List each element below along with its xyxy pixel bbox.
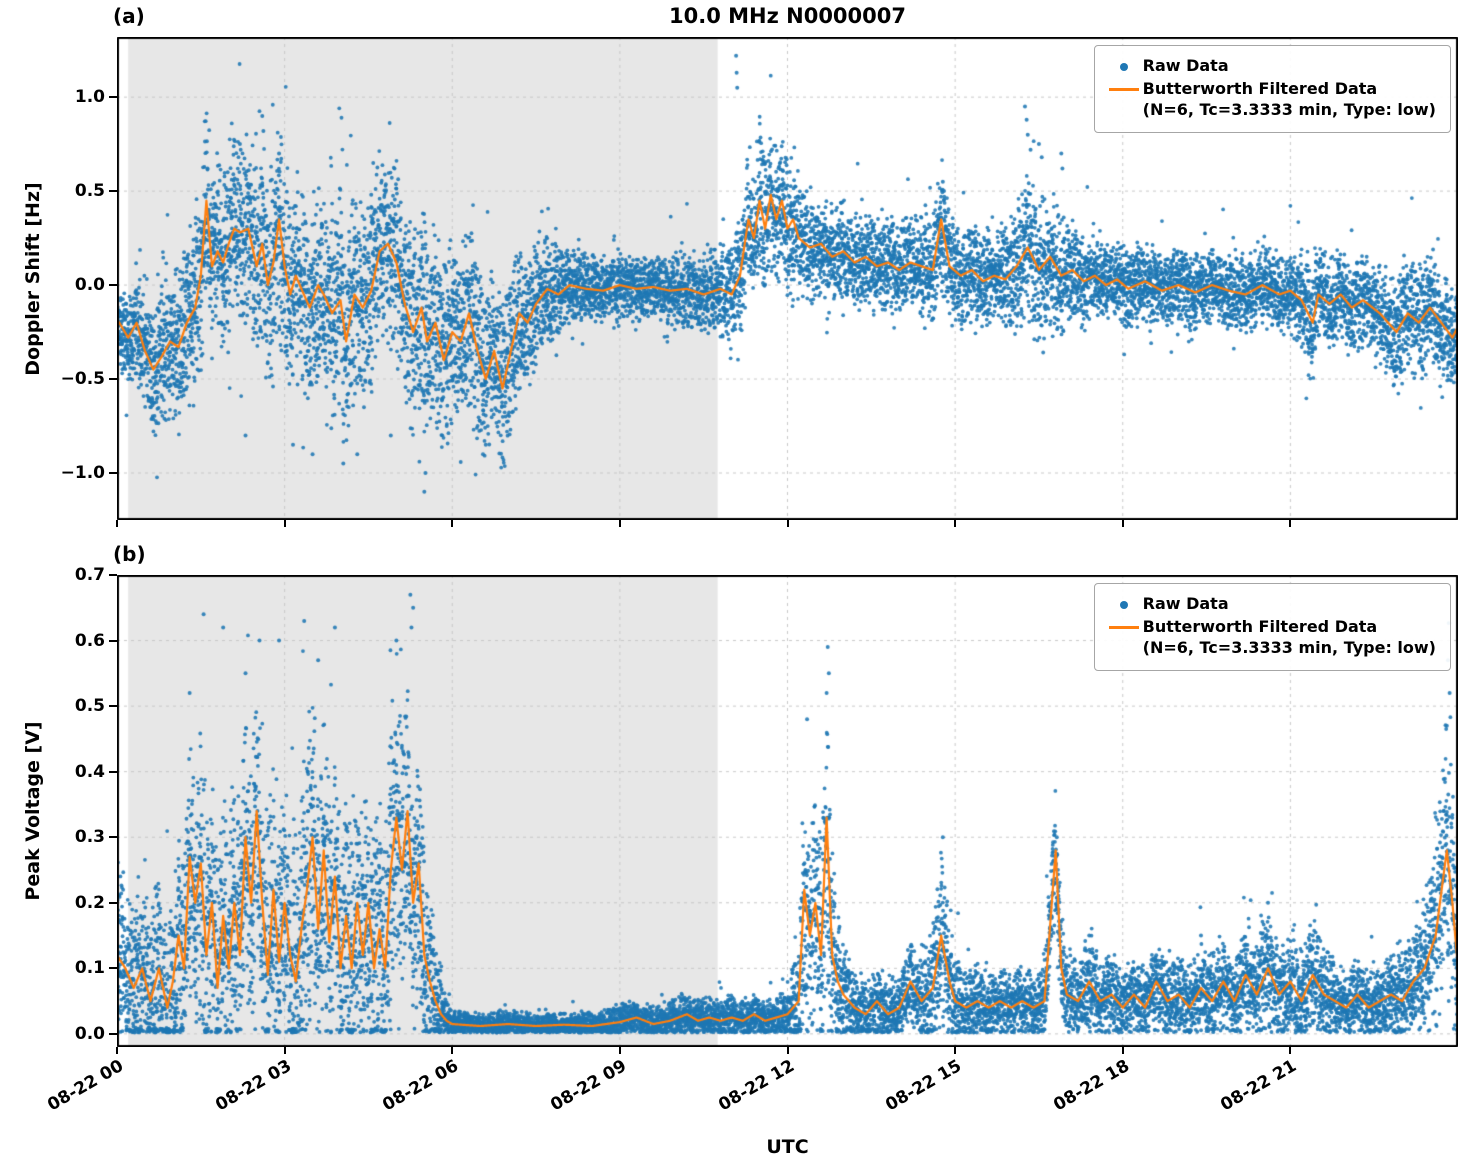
x-axis-label: UTC xyxy=(766,1136,809,1158)
x-tick-mark xyxy=(1289,520,1292,527)
legend-entry-raw-a: Raw Data xyxy=(1105,56,1436,77)
x-tick-mark xyxy=(618,520,621,527)
y-tick-label: 0.0 xyxy=(74,275,105,296)
legend-raw-label: Raw Data xyxy=(1142,56,1229,75)
y-tick-label: 0.3 xyxy=(74,827,105,848)
x-tick-mark xyxy=(786,520,789,527)
filtered-line-icon xyxy=(1105,79,1143,100)
chart-title: 10.0 MHz N0000007 xyxy=(669,4,906,28)
filtered-line-icon xyxy=(1105,617,1143,638)
y-tick-mark xyxy=(109,472,117,474)
x-tick-label: 08-22 21 xyxy=(1217,1056,1301,1116)
y-tick-label: −1.0 xyxy=(60,463,105,483)
y-tick-mark xyxy=(109,901,117,904)
x-tick-label: 08-22 06 xyxy=(379,1056,463,1116)
y-tick-mark xyxy=(109,1032,117,1035)
y-tick-mark xyxy=(109,190,117,193)
x-tick-mark xyxy=(1121,520,1124,527)
x-tick-mark xyxy=(786,1047,789,1054)
x-tick-mark xyxy=(283,1047,286,1054)
y-tick-mark xyxy=(109,705,117,708)
legend-filtered-label: Butterworth Filtered Data xyxy=(1142,617,1378,636)
y-tick-label: 0.5 xyxy=(74,696,105,717)
panel-label-b: (b) xyxy=(113,542,146,566)
x-tick-mark xyxy=(618,1047,621,1054)
y-tick-mark xyxy=(109,284,117,287)
legend-raw-label: Raw Data xyxy=(1142,594,1229,613)
x-tick-mark xyxy=(451,1047,454,1054)
y-tick-mark xyxy=(109,639,117,642)
y-tick-mark xyxy=(109,96,117,99)
y-tick-label: 0.0 xyxy=(74,1023,105,1044)
x-tick-mark xyxy=(283,520,286,527)
x-tick-label: 08-22 00 xyxy=(44,1056,127,1116)
y-tick-mark xyxy=(109,574,117,576)
legend-filtered-label: Butterworth Filtered Data xyxy=(1142,79,1378,98)
legend-entry-raw-b: Raw Data xyxy=(1105,594,1436,615)
x-tick-label: 08-22 15 xyxy=(882,1056,966,1116)
x-tick-mark xyxy=(451,520,454,527)
legend-filtered-params: (N=6, Tc=3.3333 min, Type: low) xyxy=(1142,637,1436,657)
legend-a: Raw Data Butterworth Filtered Data (N=6,… xyxy=(1093,45,1451,133)
y-axis-label-a: Doppler Shift [Hz] xyxy=(22,182,44,376)
x-tick-mark xyxy=(116,1047,118,1054)
y-tick-label: 0.2 xyxy=(74,892,105,913)
x-tick-label: 08-22 09 xyxy=(547,1056,630,1116)
y-tick-mark xyxy=(109,378,117,381)
raw-data-dot-icon xyxy=(1105,594,1143,615)
legend-filtered-params: (N=6, Tc=3.3333 min, Type: low) xyxy=(1142,99,1436,119)
x-tick-label: 08-22 03 xyxy=(211,1056,295,1116)
y-axis-label-b: Peak Voltage [V] xyxy=(22,721,44,901)
y-tick-label: 0.4 xyxy=(74,761,105,782)
y-tick-label: 0.5 xyxy=(74,181,105,202)
legend-b: Raw Data Butterworth Filtered Data (N=6,… xyxy=(1093,583,1451,671)
x-tick-label: 08-22 18 xyxy=(1050,1056,1133,1116)
x-tick-mark xyxy=(1289,1047,1292,1054)
y-tick-mark xyxy=(109,967,117,970)
x-tick-mark xyxy=(116,520,118,527)
y-tick-label: 0.7 xyxy=(74,565,105,585)
x-tick-mark xyxy=(954,1047,957,1054)
y-tick-mark xyxy=(109,770,117,773)
raw-data-dot-icon xyxy=(1105,56,1143,77)
y-tick-label: 0.6 xyxy=(74,630,105,651)
y-tick-label: 0.1 xyxy=(74,958,105,979)
legend-entry-filtered-a: Butterworth Filtered Data (N=6, Tc=3.333… xyxy=(1105,79,1436,121)
y-tick-mark xyxy=(109,836,117,839)
panel-label-a: (a) xyxy=(113,4,145,28)
x-tick-mark xyxy=(1121,1047,1124,1054)
legend-entry-filtered-b: Butterworth Filtered Data (N=6, Tc=3.333… xyxy=(1105,617,1436,659)
x-tick-mark xyxy=(954,520,957,527)
x-tick-label: 08-22 12 xyxy=(714,1056,798,1116)
y-tick-label: 1.0 xyxy=(74,87,105,108)
y-tick-label: −0.5 xyxy=(60,369,105,390)
